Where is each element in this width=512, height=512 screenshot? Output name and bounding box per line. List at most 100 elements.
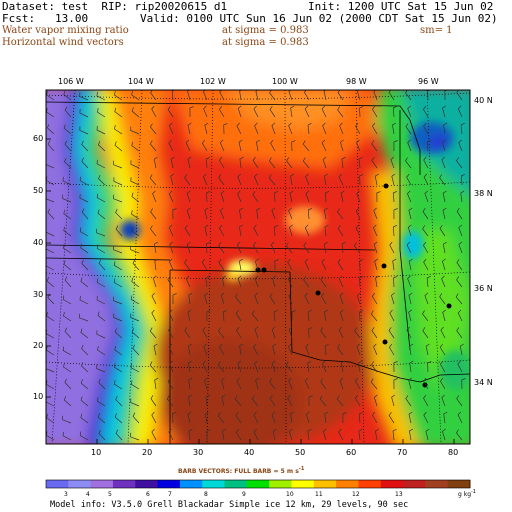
wind-barb xyxy=(46,311,55,322)
wind-barb xyxy=(254,326,259,339)
wind-barb xyxy=(46,277,55,288)
wind-barb xyxy=(290,173,295,186)
wind-barb xyxy=(188,292,193,305)
wind-barb xyxy=(218,174,225,186)
lon-label-100w: 100 W xyxy=(272,77,298,86)
wind-barb xyxy=(223,123,228,135)
y-tick-10: 10 xyxy=(33,392,44,401)
wind-barb xyxy=(441,258,446,271)
header-field-1: Water vapor mixing ratio xyxy=(2,25,129,36)
lon-label-104w: 104 W xyxy=(128,77,154,86)
wind-barb xyxy=(424,190,429,203)
wind-barb xyxy=(288,90,293,101)
wind-barb xyxy=(149,123,157,135)
wind-barb xyxy=(460,190,465,203)
wind-barb xyxy=(97,311,106,322)
wind-barb xyxy=(423,122,429,135)
wind-barb xyxy=(167,105,174,118)
wind-barb xyxy=(459,343,464,356)
wind-barb xyxy=(254,360,259,373)
wind-barb xyxy=(370,378,378,390)
wind-barb xyxy=(97,397,106,407)
legend-swatch xyxy=(202,480,226,488)
wind-barb xyxy=(46,90,55,101)
wind-barb xyxy=(97,141,106,152)
wind-barb xyxy=(81,157,89,169)
header-init: Init: 1200 UTC Sat 15 Jun 02 xyxy=(308,0,494,13)
wind-barb xyxy=(130,363,140,373)
legend-value: 5 xyxy=(108,491,112,498)
wind-barb xyxy=(321,292,327,305)
wind-barb xyxy=(302,157,310,169)
wind-barb xyxy=(405,395,412,407)
legend-swatch xyxy=(358,480,382,488)
wind-barb xyxy=(406,173,412,186)
wind-barb xyxy=(307,360,312,373)
wind-barb xyxy=(63,363,72,373)
wind-barb xyxy=(154,258,159,271)
wind-barb xyxy=(80,277,89,288)
wind-barb xyxy=(97,209,106,220)
wind-barb xyxy=(285,361,293,373)
wind-barb xyxy=(96,125,106,135)
legend-swatch xyxy=(425,480,449,488)
wind-barb xyxy=(439,377,446,390)
wind-barb xyxy=(323,90,327,101)
wind-barb xyxy=(272,428,277,441)
wind-barb xyxy=(219,343,225,356)
wind-barb xyxy=(239,156,244,169)
wind-barb xyxy=(439,174,446,186)
wind-barb xyxy=(409,360,414,373)
wind-barb xyxy=(203,343,208,356)
wind-barb xyxy=(184,259,191,271)
wind-barb xyxy=(253,343,259,356)
wind-barb xyxy=(406,241,412,254)
wind-barb xyxy=(337,208,344,220)
wind-barb xyxy=(392,258,397,271)
wind-barb xyxy=(356,190,361,203)
lon-label-98w: 98 W xyxy=(346,77,367,86)
wind-barb xyxy=(307,428,312,441)
wind-barb xyxy=(237,360,242,373)
wind-barb xyxy=(422,105,429,118)
wind-barb xyxy=(252,241,259,254)
wind-barb xyxy=(205,156,210,169)
wind-barb xyxy=(444,90,449,101)
wind-barb xyxy=(237,105,242,118)
wind-barb xyxy=(114,345,123,356)
wind-barb xyxy=(390,292,395,305)
wind-barb xyxy=(339,122,344,135)
wind-barb xyxy=(187,360,192,373)
wind-barb xyxy=(254,292,259,305)
wind-barb xyxy=(153,156,158,169)
color-legend-bar xyxy=(45,479,471,489)
wind-barb xyxy=(354,377,361,390)
wind-barb xyxy=(202,360,208,373)
wind-barb xyxy=(202,173,208,186)
wind-barb xyxy=(375,275,380,288)
wind-barb xyxy=(290,105,295,118)
wind-barb xyxy=(81,208,89,220)
wind-barb xyxy=(271,360,276,373)
wind-barb xyxy=(81,344,89,356)
wind-barb xyxy=(189,106,194,118)
wind-barb xyxy=(407,139,412,152)
wind-barb xyxy=(254,122,259,135)
legend-swatch xyxy=(336,480,359,488)
wind-barb xyxy=(167,276,174,288)
y-tick-40: 40 xyxy=(33,238,44,247)
wind-barb xyxy=(149,361,157,373)
wind-barb xyxy=(274,224,279,237)
wind-barb xyxy=(374,173,379,186)
wind-barb xyxy=(252,156,259,169)
wind-barb xyxy=(407,275,412,288)
wind-barb xyxy=(442,190,447,203)
wind-barb xyxy=(458,224,463,237)
wind-barb xyxy=(222,275,226,288)
barb-vectors-note: BARB VECTORS: FULL BARB = 5 m s-1 xyxy=(178,466,305,475)
wind-barb xyxy=(96,364,106,373)
wind-barb xyxy=(168,343,174,356)
wind-barb xyxy=(272,343,277,356)
wind-barb xyxy=(98,378,106,390)
wind-barb xyxy=(389,309,395,322)
